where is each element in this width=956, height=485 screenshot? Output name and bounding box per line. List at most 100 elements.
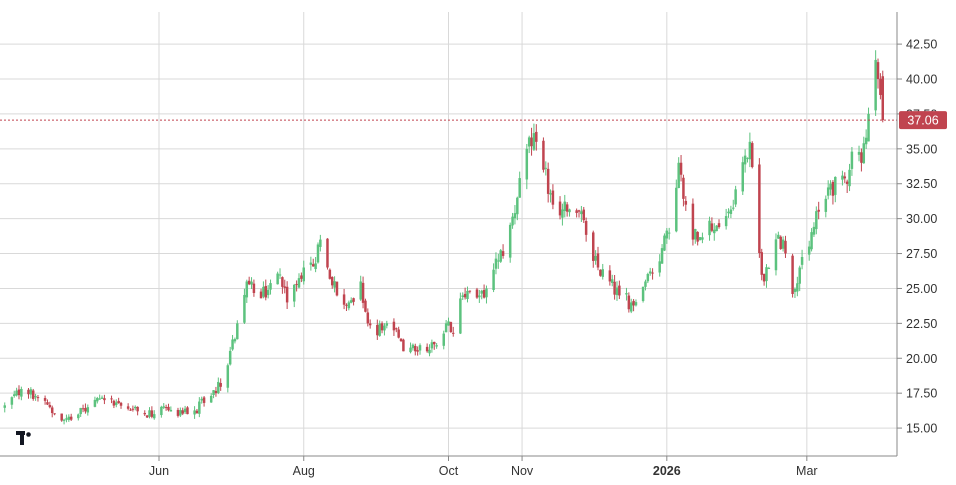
candle	[546, 162, 550, 203]
candle	[682, 174, 685, 207]
candle	[627, 292, 631, 313]
candle	[435, 342, 438, 349]
candle-body	[831, 181, 835, 196]
candle-body	[17, 389, 21, 396]
candle	[136, 406, 139, 416]
candle-body	[508, 224, 512, 258]
candle-body	[675, 187, 678, 232]
candle	[416, 346, 419, 356]
candle	[198, 397, 201, 418]
candle-body	[691, 203, 695, 240]
candle-body	[145, 415, 149, 418]
candle	[319, 234, 322, 252]
candle-body	[300, 275, 303, 279]
candle-body	[549, 193, 552, 195]
candle-body	[250, 281, 253, 285]
candle	[518, 171, 521, 198]
candle	[876, 58, 880, 89]
candle	[577, 209, 581, 218]
candle	[634, 299, 638, 307]
candle-body	[867, 113, 870, 142]
candle	[713, 223, 716, 241]
candle	[252, 279, 256, 297]
candle	[115, 399, 118, 408]
y-tick-label: 40.00	[906, 73, 937, 87]
candle	[765, 264, 768, 288]
candle	[326, 238, 329, 270]
candle	[285, 281, 289, 310]
candle	[217, 377, 220, 395]
candle-body	[575, 210, 578, 213]
candle-body	[513, 213, 517, 219]
candle-body	[527, 137, 531, 147]
candle	[81, 404, 85, 413]
candle	[599, 269, 602, 277]
candle-body	[247, 280, 251, 285]
candle	[335, 281, 339, 297]
candle	[297, 273, 301, 289]
candle	[592, 230, 595, 268]
candle	[153, 410, 156, 420]
candle-body	[667, 232, 671, 234]
candle	[364, 298, 367, 313]
candle-body	[881, 76, 885, 121]
candle	[219, 378, 222, 391]
candle-body	[10, 397, 14, 405]
candle-body	[535, 131, 538, 142]
candle-body	[283, 286, 287, 288]
candle-body	[143, 412, 146, 415]
candle-body	[278, 274, 282, 276]
candle	[461, 292, 464, 301]
candle	[342, 288, 346, 310]
candle-body	[698, 237, 702, 241]
candle-body	[746, 157, 749, 159]
candle	[269, 279, 272, 295]
candle	[452, 326, 455, 337]
candle-body	[629, 302, 633, 312]
candle-body	[482, 289, 486, 298]
candle-body	[86, 407, 90, 413]
candle	[428, 344, 431, 357]
candle-body	[563, 201, 567, 212]
candle	[359, 275, 362, 301]
candle-body	[345, 304, 348, 306]
candle	[96, 396, 99, 404]
candle-body	[494, 258, 498, 269]
y-tick-label: 22.50	[906, 317, 937, 331]
candle	[862, 136, 866, 164]
candle	[608, 265, 612, 286]
candle-body	[582, 209, 586, 221]
candle	[442, 330, 445, 350]
candle-body	[366, 312, 370, 324]
candle	[499, 248, 502, 263]
candle	[433, 341, 436, 350]
candle-body	[418, 345, 422, 351]
candle-body	[129, 409, 132, 411]
candle-body	[646, 273, 650, 282]
candle-body	[361, 282, 365, 303]
candle-body	[817, 209, 820, 212]
candle	[625, 287, 628, 301]
candle	[200, 396, 203, 404]
candle	[50, 405, 54, 418]
candle	[15, 387, 18, 397]
candle	[430, 339, 434, 353]
candle-body	[392, 321, 396, 331]
candle-body	[15, 390, 18, 396]
candle	[243, 288, 246, 325]
candle-body	[857, 151, 861, 155]
candle-body	[843, 176, 847, 179]
candle	[397, 326, 400, 339]
candle-body	[359, 281, 362, 300]
candle	[812, 222, 816, 237]
candle-body	[231, 339, 234, 350]
candle	[829, 180, 832, 196]
tradingview-logo-icon[interactable]	[16, 431, 31, 445]
candle	[834, 176, 837, 203]
candle-body	[316, 244, 320, 263]
candle	[62, 418, 66, 425]
candle-body	[475, 289, 479, 298]
candle	[418, 343, 422, 355]
candle-body	[67, 416, 71, 420]
candle	[376, 319, 379, 340]
